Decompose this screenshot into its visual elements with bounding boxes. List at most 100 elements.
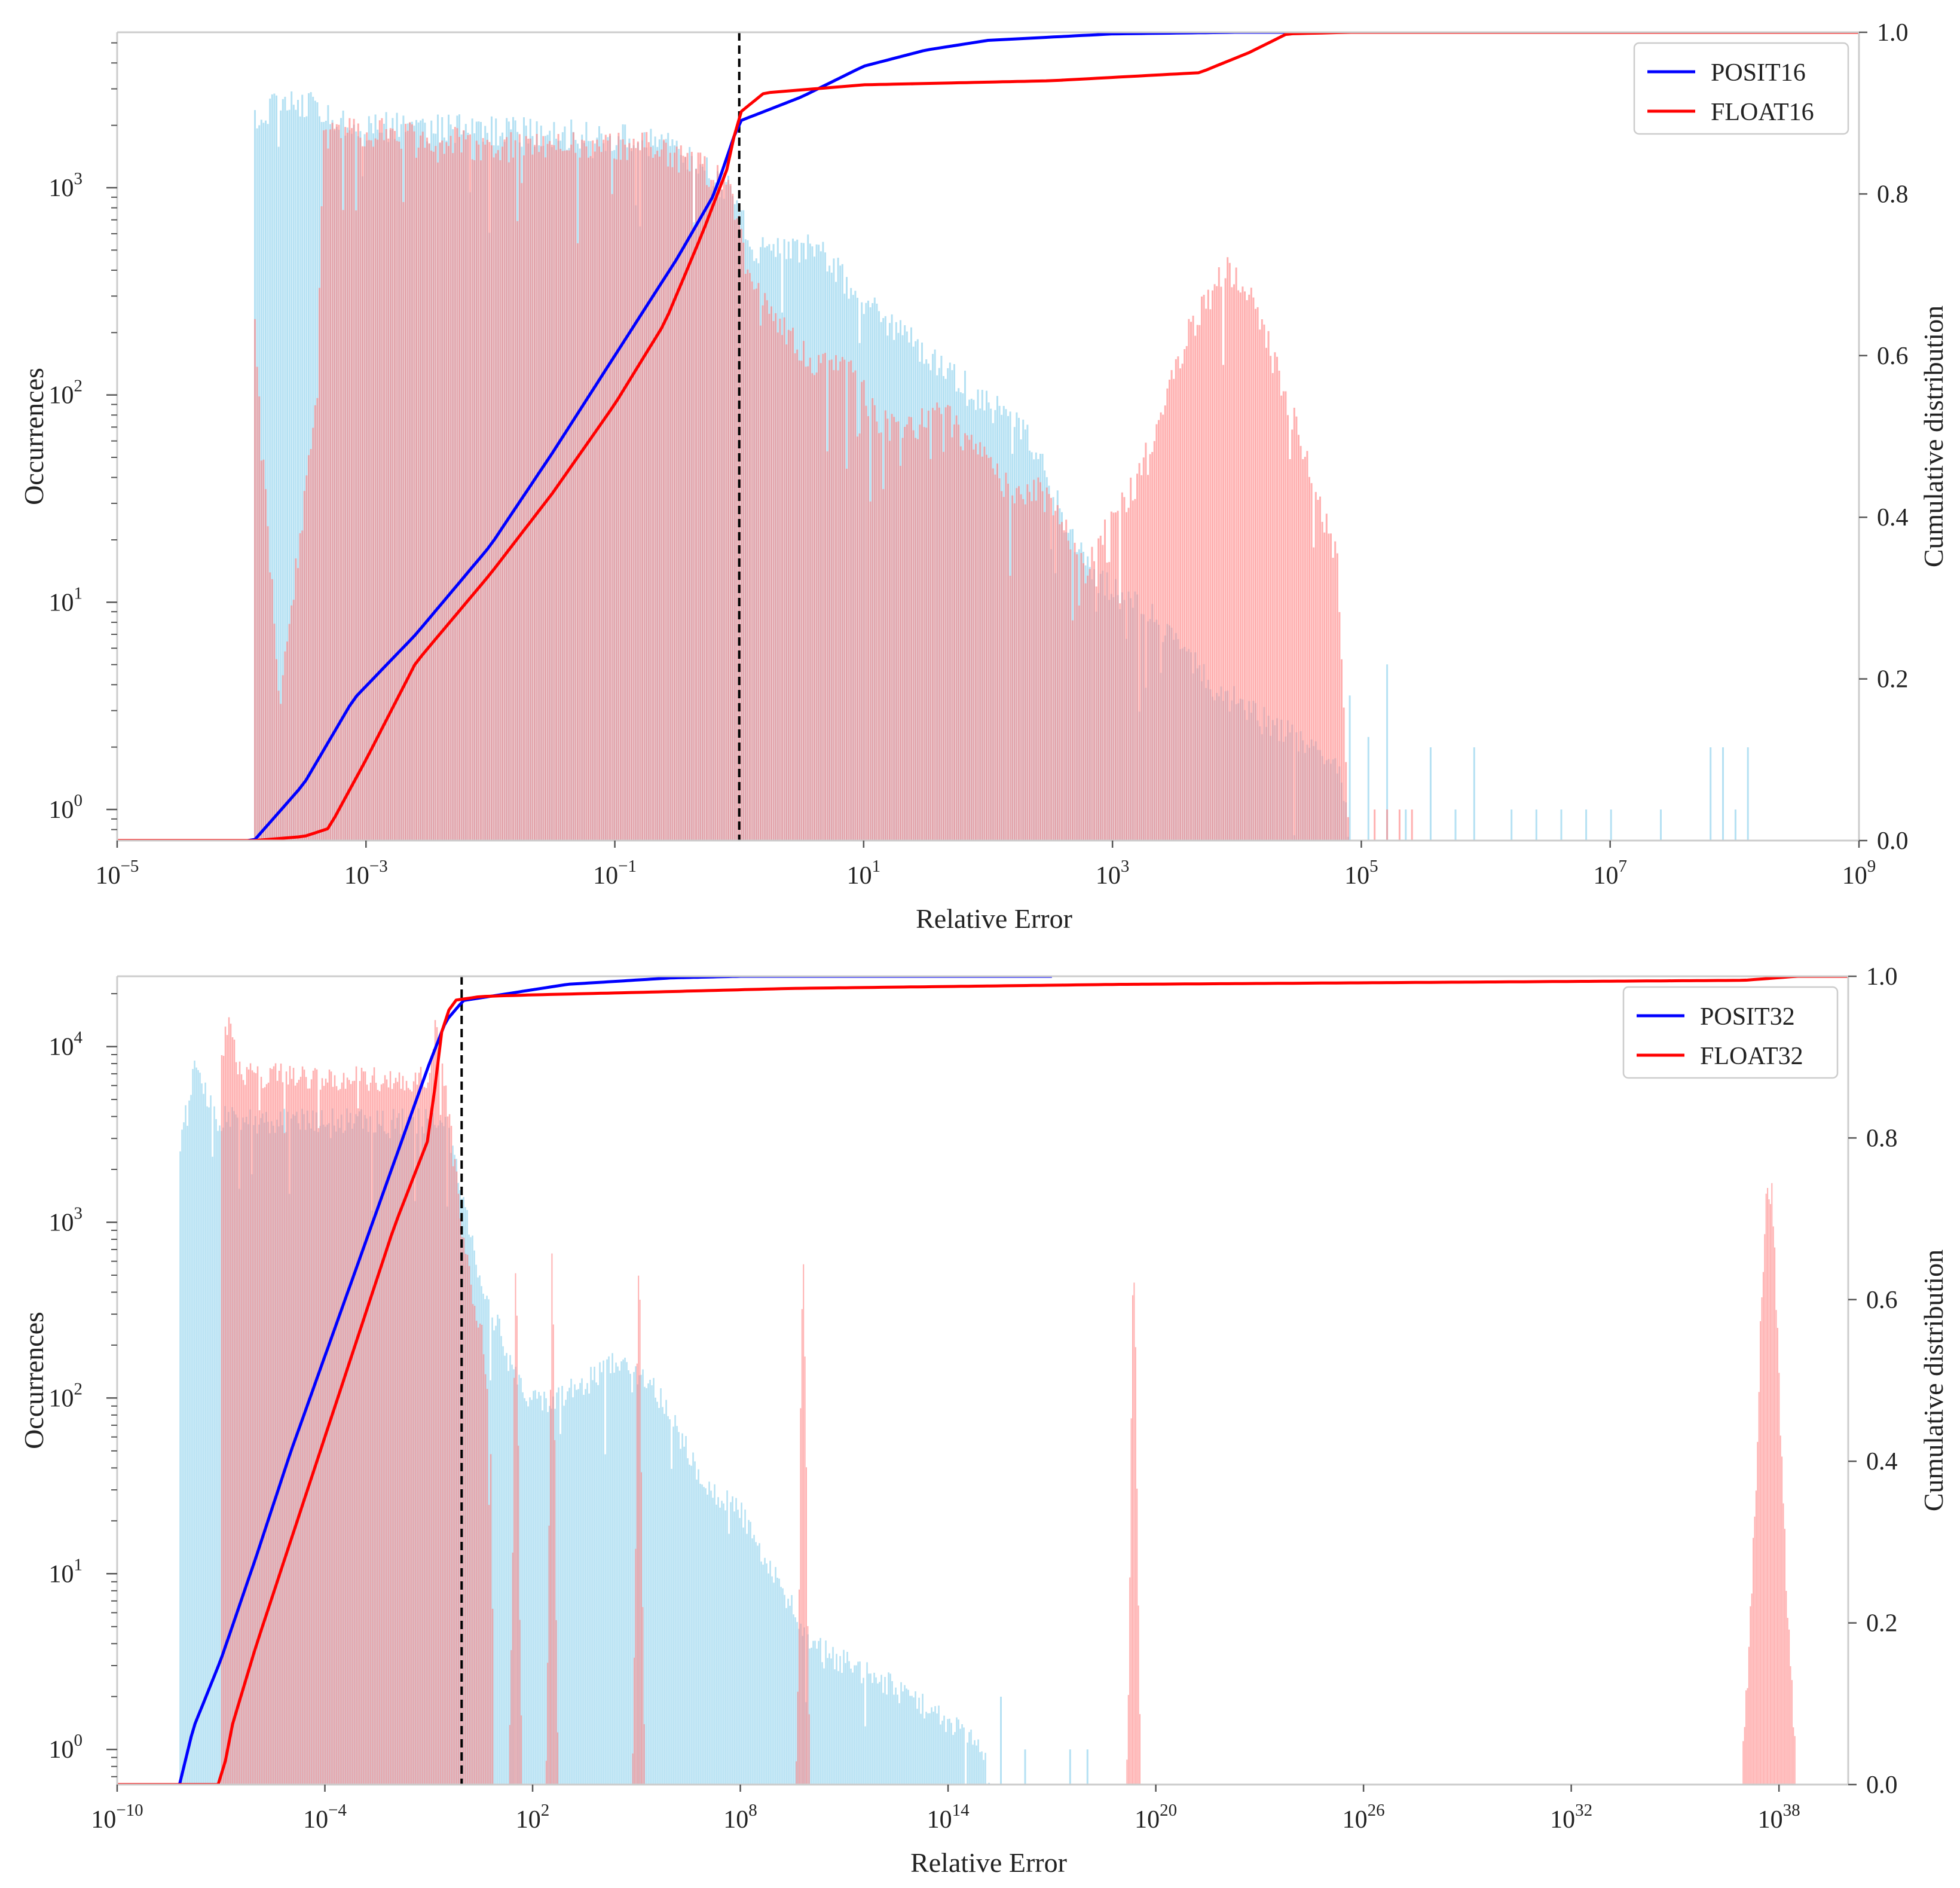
histogram-peak-bar [1781,1456,1783,1785]
histogram-bar [572,132,574,841]
histogram-bar [1153,441,1155,841]
histogram-bar [708,187,710,841]
histogram-bar [529,1397,531,1785]
histogram-bar [641,132,643,841]
histogram-bar [1347,817,1349,841]
histogram-bar [416,1084,418,1785]
histogram-bar [1276,356,1278,841]
histogram-bar [491,1317,493,1785]
histogram-bar [826,451,828,841]
histogram-bar [1330,533,1332,841]
histogram-bar [1265,347,1267,841]
histogram-bar [260,460,262,841]
histogram-bar [429,1073,431,1785]
histogram-bar [660,1388,662,1785]
histogram-bar [362,146,363,841]
histogram-bar [452,153,454,841]
histogram-bar [417,147,420,841]
histogram-bar [531,154,534,841]
histogram-bar [837,1671,839,1785]
histogram-bar [327,148,329,841]
histogram-bar [846,469,848,841]
histogram-bar [1112,512,1115,841]
histogram-bar [839,1656,841,1785]
histogram-bar [387,138,390,841]
histogram-bar [480,160,482,841]
histogram-bar [727,179,729,841]
histogram-bar [785,344,788,841]
histogram-bar [377,139,379,841]
histogram-bar [1278,371,1280,841]
histogram-bar [1338,612,1341,841]
histogram-bar [904,1685,906,1785]
histogram-bar [595,1382,597,1785]
histogram-bar [549,140,551,841]
histogram-bar [635,148,637,841]
histogram-bar [1074,542,1076,841]
histogram-bar [570,144,573,841]
histogram-bar [407,1087,409,1785]
histogram-bar [1308,476,1310,841]
histogram-bar [588,157,589,841]
histogram-bar [947,405,949,841]
histogram-bar [454,1159,456,1785]
histogram-bar [907,1690,909,1785]
histogram-bar [262,459,265,841]
histogram-bar [463,130,465,841]
histogram-bar [846,1652,848,1785]
histogram-bar [678,172,680,841]
histogram-bar [823,1668,825,1785]
x-axis-label: Relative Error [916,903,1072,934]
histogram-bar [732,1496,733,1785]
histogram-bar [490,1454,492,1785]
histogram-bar [931,1707,932,1785]
histogram-bar [518,134,521,841]
histogram-bar [675,146,678,841]
y-tick-exp: 3 [74,169,83,188]
histogram-bar [1188,319,1190,841]
histogram-bar [671,1468,672,1785]
histogram-bar [1054,511,1057,841]
histogram-bar [1164,405,1166,841]
histogram-bar [491,145,493,841]
histogram-bar [1009,576,1011,841]
histogram-bar [325,129,327,841]
histogram-bar [908,416,910,841]
histogram-bar [1080,553,1083,841]
histogram-bar [757,283,760,841]
histogram-bar [646,132,648,841]
histogram-peak-bar [635,1548,637,1785]
y2-axis-label: Cumulative distribution [1918,305,1949,567]
histogram-bar [889,1673,891,1785]
histogram-peak-bar [807,1626,809,1785]
histogram-peak-bar [555,1620,557,1785]
histogram-bar [850,360,852,841]
histogram-bar [964,433,966,841]
histogram-bar [409,122,411,841]
histogram-bar [696,1479,698,1785]
histogram-bar [833,370,835,841]
histogram-bar [386,1079,388,1785]
histogram-bar [796,349,799,841]
histogram-bar [398,141,400,841]
histogram-bar [344,127,347,841]
histogram-bar [512,157,514,841]
histogram-bar [566,150,568,841]
histogram-bar [1022,499,1025,841]
histogram-bar [981,1751,983,1785]
x-tick-base: 10 [1344,862,1369,890]
histogram-bar [420,1067,422,1785]
histogram-bar [242,1080,244,1785]
histogram-peak-bar [513,1377,515,1785]
y-tick-base: 10 [49,1560,74,1588]
histogram-bar [466,1254,469,1785]
histogram-bar [901,438,904,841]
histogram-peak-bar [1775,1310,1777,1785]
histogram-bar [966,435,968,841]
histogram-bar [733,219,736,841]
histogram-bar [237,1074,239,1785]
histogram-bar [924,1718,925,1785]
histogram-bar [667,166,669,841]
histogram-bar [972,1745,974,1785]
